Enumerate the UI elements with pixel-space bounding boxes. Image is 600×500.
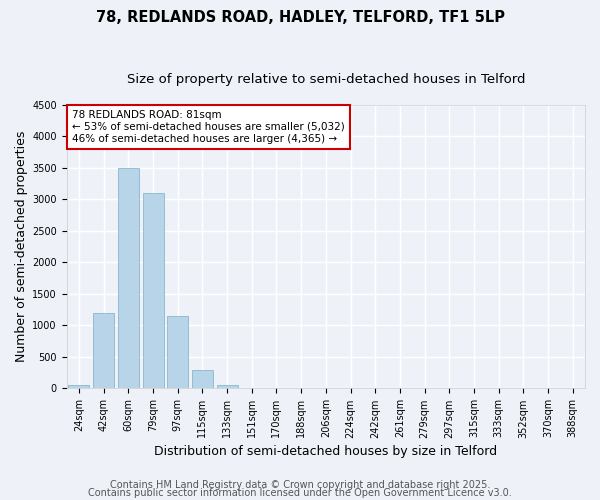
Bar	[68, 386, 89, 388]
Bar	[118, 168, 139, 388]
Bar	[167, 316, 188, 388]
Title: Size of property relative to semi-detached houses in Telford: Size of property relative to semi-detach…	[127, 72, 525, 86]
Bar	[217, 386, 238, 388]
Text: Contains HM Land Registry data © Crown copyright and database right 2025.: Contains HM Land Registry data © Crown c…	[110, 480, 490, 490]
Text: 78, REDLANDS ROAD, HADLEY, TELFORD, TF1 5LP: 78, REDLANDS ROAD, HADLEY, TELFORD, TF1 …	[95, 10, 505, 25]
Bar	[143, 193, 164, 388]
Bar	[192, 370, 213, 388]
Y-axis label: Number of semi-detached properties: Number of semi-detached properties	[15, 131, 28, 362]
Bar	[93, 313, 114, 388]
Text: Contains public sector information licensed under the Open Government Licence v3: Contains public sector information licen…	[88, 488, 512, 498]
Text: 78 REDLANDS ROAD: 81sqm
← 53% of semi-detached houses are smaller (5,032)
46% of: 78 REDLANDS ROAD: 81sqm ← 53% of semi-de…	[72, 110, 344, 144]
X-axis label: Distribution of semi-detached houses by size in Telford: Distribution of semi-detached houses by …	[154, 444, 497, 458]
